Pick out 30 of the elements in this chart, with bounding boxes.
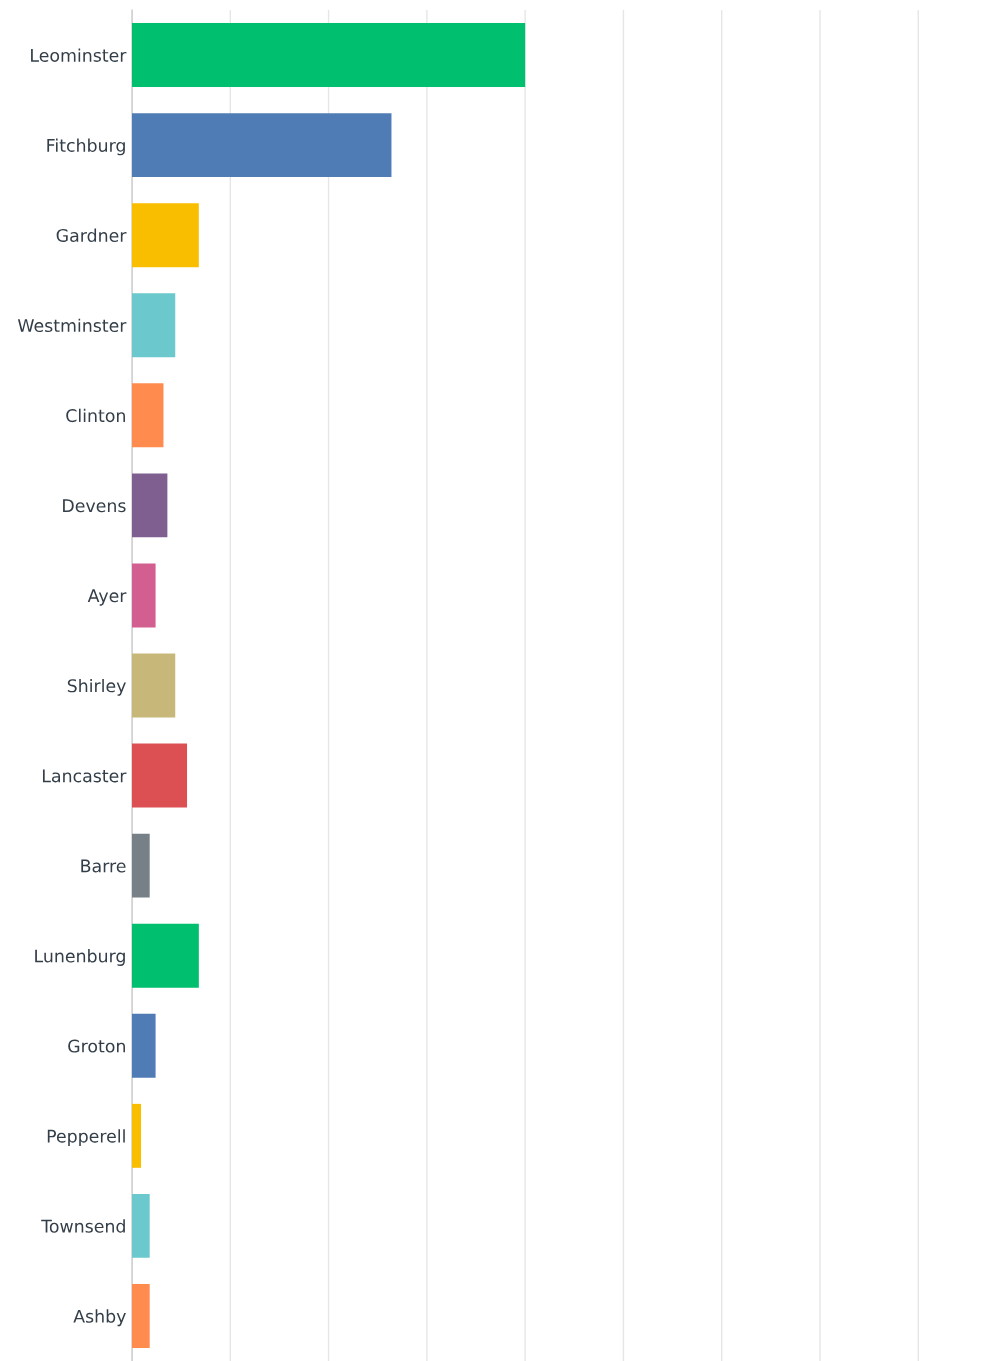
y-tick-label: Clinton bbox=[66, 408, 125, 423]
bar bbox=[132, 203, 199, 268]
bar bbox=[132, 833, 150, 898]
y-tick-label: Leominster bbox=[31, 48, 127, 62]
bar bbox=[132, 293, 176, 358]
y-tick-label: Westminster bbox=[17, 318, 127, 333]
y-tick-label: Barre bbox=[81, 859, 126, 873]
bar bbox=[132, 1013, 156, 1078]
y-tick-label: Devens bbox=[63, 499, 126, 513]
bar bbox=[132, 113, 392, 178]
y-tick-label: Lunenburg bbox=[35, 949, 125, 966]
bar bbox=[132, 563, 156, 628]
bar bbox=[132, 743, 188, 808]
y-tick-label: Ashby bbox=[73, 1309, 126, 1327]
y-tick-label: Shirley bbox=[67, 678, 126, 696]
bar bbox=[132, 923, 199, 988]
bar bbox=[132, 1193, 150, 1258]
bar bbox=[132, 1103, 142, 1168]
y-tick-label: Groton bbox=[68, 1039, 125, 1053]
bar bbox=[132, 1283, 150, 1348]
y-tick-label: Ayer bbox=[87, 589, 127, 606]
y-tick-label: Fitchburg bbox=[47, 138, 125, 156]
y-tick-label: Pepperell bbox=[47, 1129, 125, 1147]
bar bbox=[132, 473, 168, 538]
y-tick-label: Gardner bbox=[56, 228, 127, 243]
y-tick-label: Lancaster bbox=[42, 769, 127, 783]
bar bbox=[132, 653, 176, 718]
y-tick-label: Townsend bbox=[41, 1219, 125, 1233]
bar bbox=[132, 383, 164, 448]
bar bbox=[132, 23, 526, 88]
